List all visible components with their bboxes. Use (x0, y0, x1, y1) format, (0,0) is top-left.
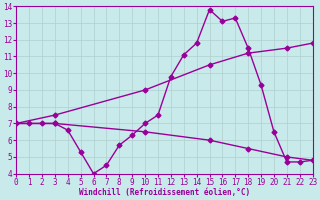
X-axis label: Windchill (Refroidissement éolien,°C): Windchill (Refroidissement éolien,°C) (79, 188, 250, 197)
